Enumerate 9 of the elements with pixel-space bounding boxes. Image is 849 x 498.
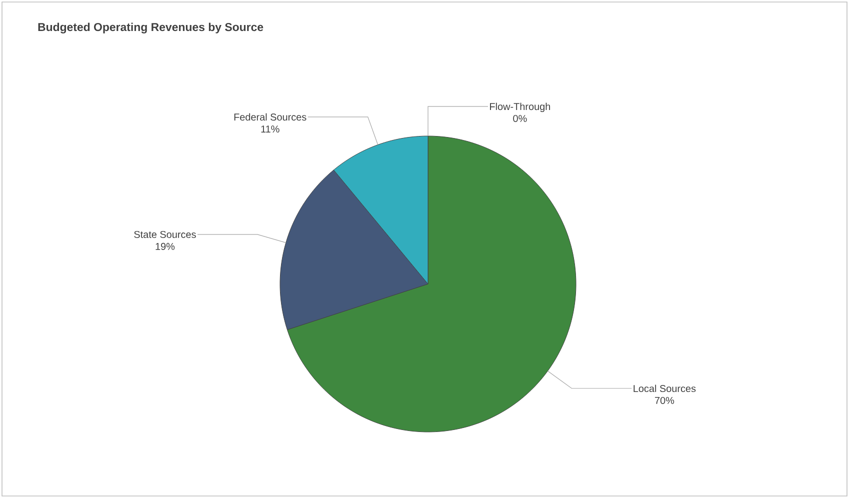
- category-label: Flow-Through: [490, 102, 550, 112]
- slice-label: Federal Sources: [234, 113, 306, 121]
- slice-label: State Sources: [134, 230, 196, 238]
- data-label: 19%: [156, 242, 175, 250]
- chart-title: Budgeted Operating Revenues by Source: [38, 22, 264, 34]
- data-label: 11%: [261, 126, 280, 133]
- slice-label: Local Sources: [634, 384, 696, 392]
- data-label: 70%: [654, 396, 674, 404]
- text: 0%: [513, 114, 527, 122]
